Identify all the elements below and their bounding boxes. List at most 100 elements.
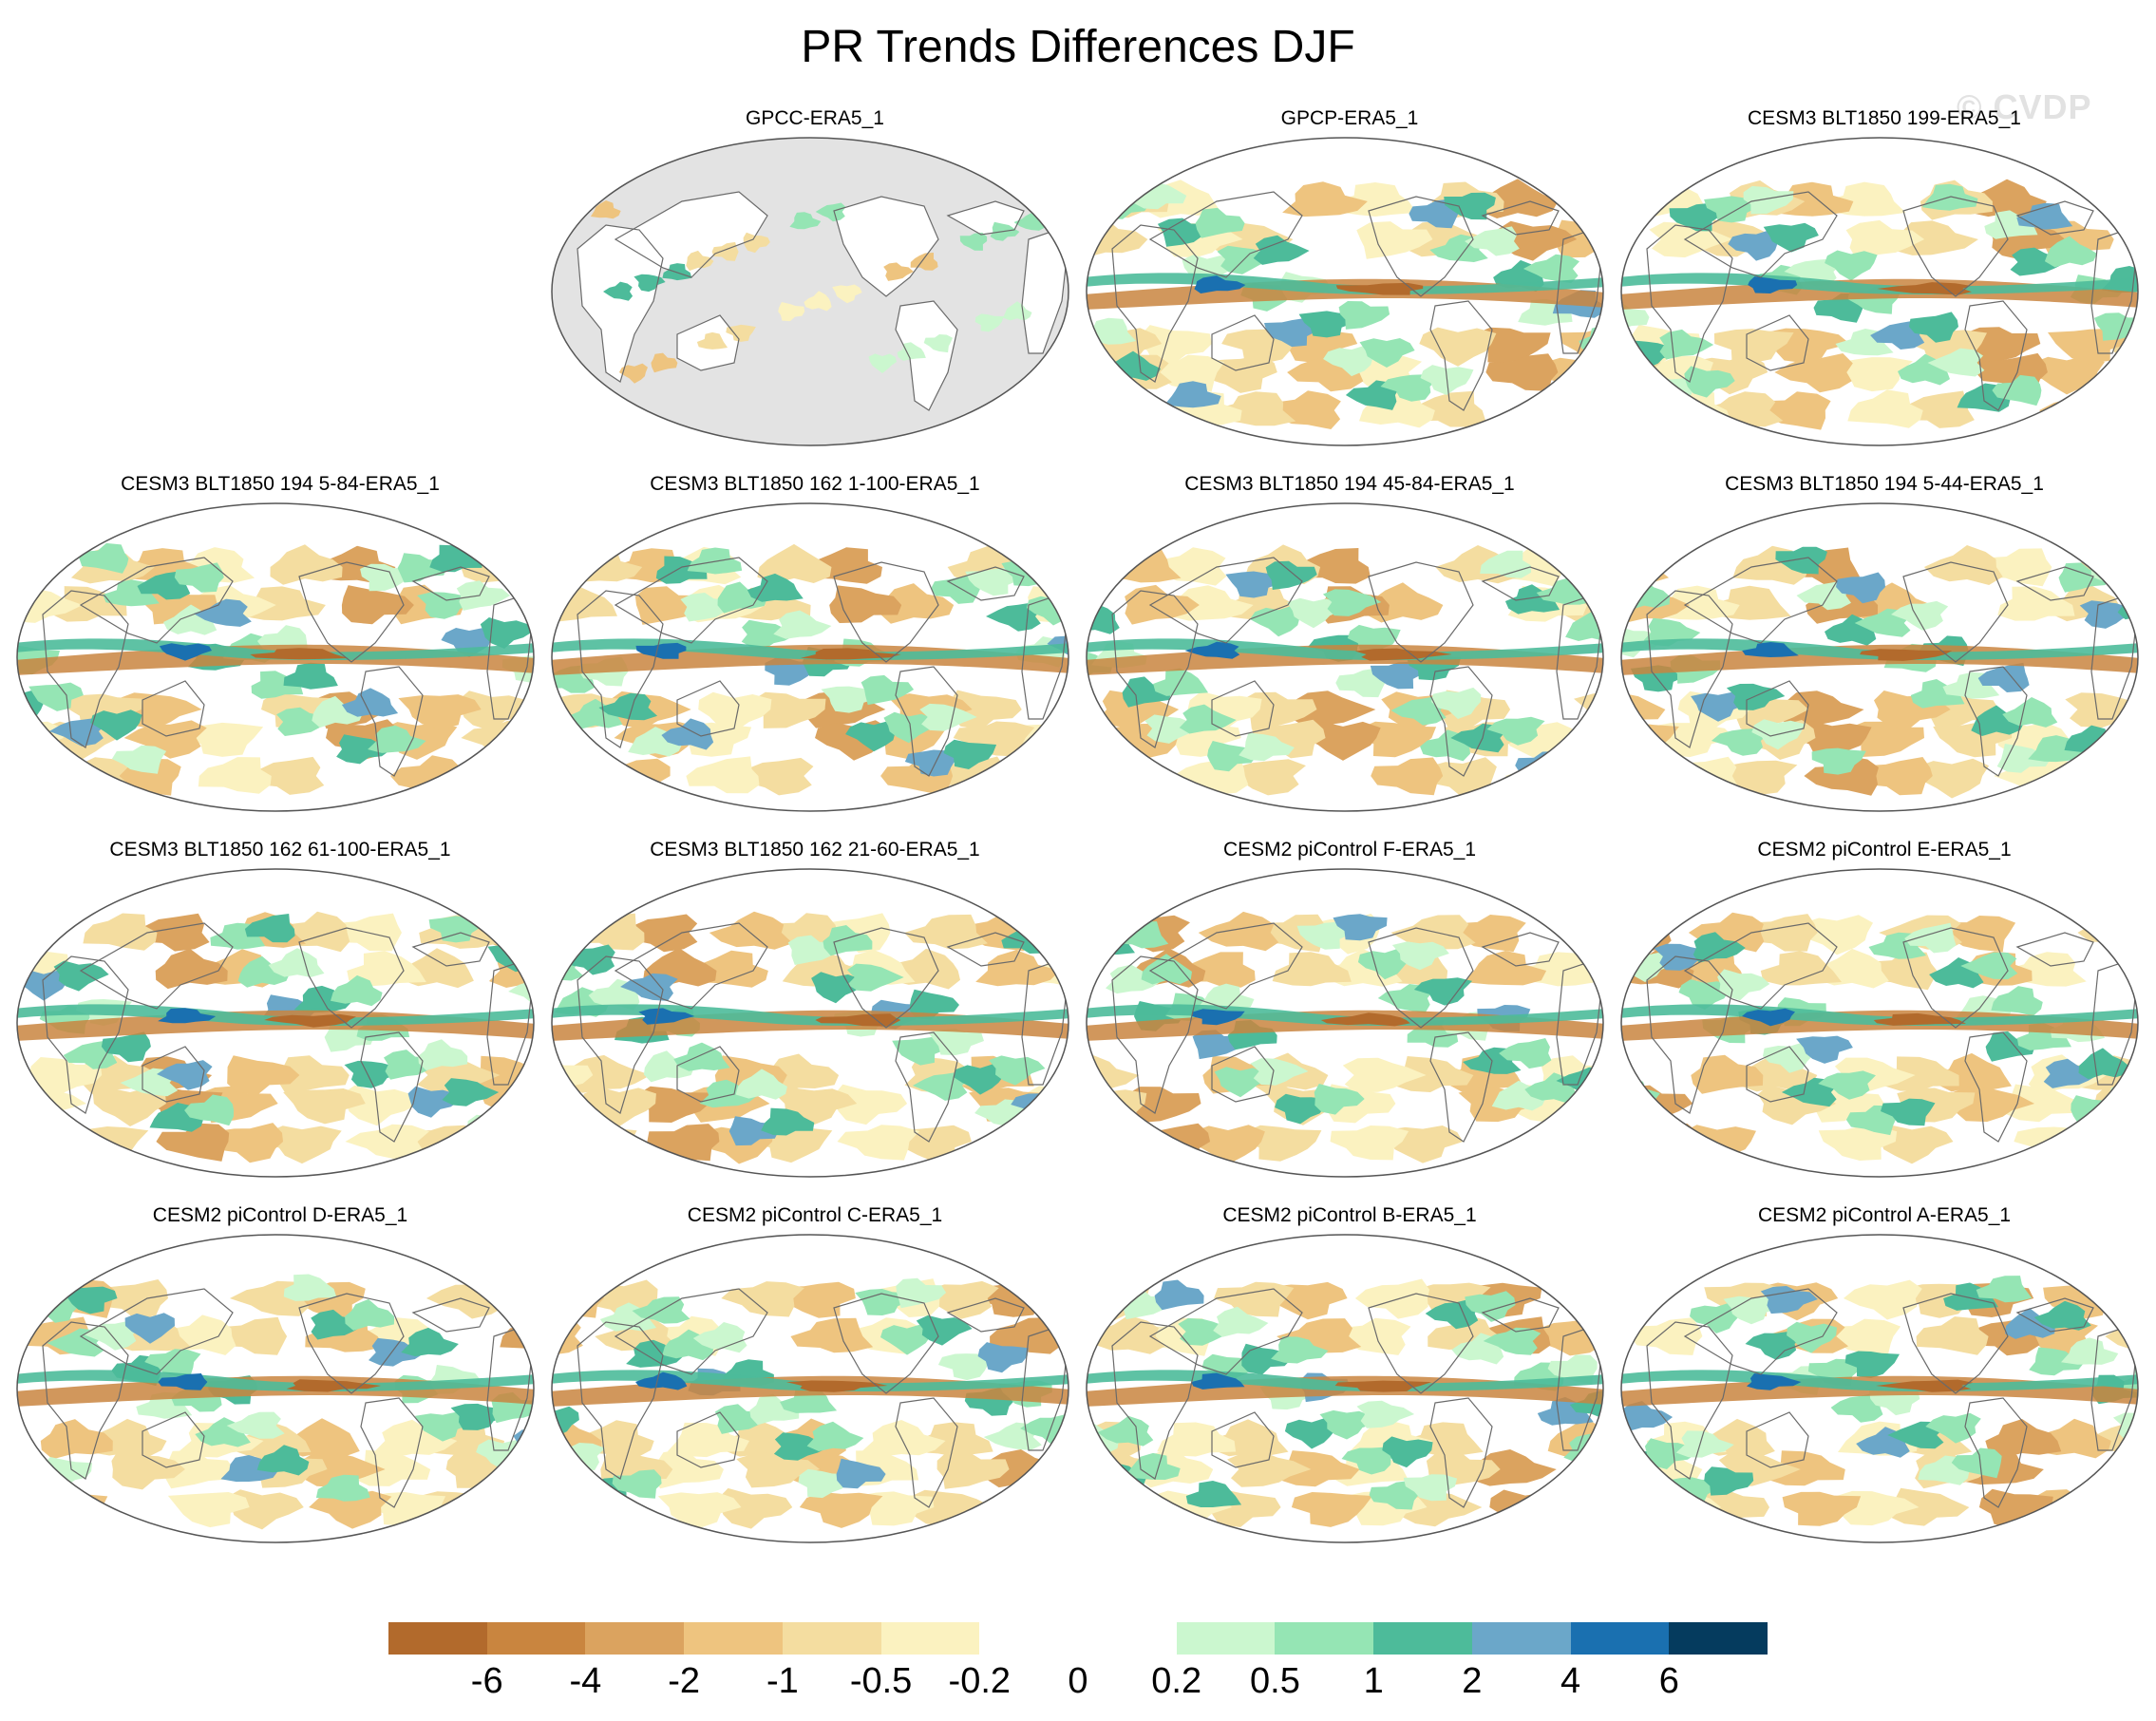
coastline <box>1746 1046 1809 1103</box>
precip-anomaly-patch <box>2010 247 2068 276</box>
robinson-map <box>1086 868 1604 1178</box>
precip-anomaly-patch <box>1227 1451 1312 1487</box>
coastline <box>1481 1297 1560 1333</box>
precip-anomaly-patch <box>1774 353 1853 393</box>
colorbar-tick-label: -1 <box>766 1661 799 1701</box>
precip-anomaly-patch <box>977 1342 1029 1373</box>
precip-anomaly-patch <box>111 1449 185 1490</box>
map-panel: CESM3 BLT1850 162 21-60-ERA5_1 <box>549 838 1081 1184</box>
coastline <box>1646 224 1733 383</box>
land-precip-patch <box>634 274 666 293</box>
precip-anomaly-patch <box>1521 1126 1603 1163</box>
land-precip-patch <box>883 262 914 281</box>
precip-field <box>1087 503 1603 811</box>
precip-field <box>552 869 1069 1177</box>
precip-anomaly-patch <box>1253 235 1310 265</box>
land-precip-patch <box>603 281 634 301</box>
coastline <box>1902 1293 2009 1394</box>
precip-anomaly-patch <box>1179 704 1237 734</box>
precip-anomaly-patch <box>1844 1351 1900 1378</box>
precip-anomaly-patch <box>1250 1058 1309 1086</box>
land-precip-patch <box>696 331 728 350</box>
precip-anomaly-patch <box>552 1280 604 1318</box>
precip-anomaly-patch <box>821 686 879 713</box>
precip-anomaly-patch <box>1690 1301 1740 1333</box>
coastline <box>577 224 664 383</box>
precip-anomaly-patch <box>1778 690 1864 727</box>
coastline <box>577 955 664 1114</box>
map-border <box>1620 137 2139 446</box>
coastline <box>1111 955 1199 1114</box>
map-panel: CESM3 BLT1850 199-ERA5_1 <box>1618 106 2150 453</box>
strong-wet-core <box>1746 1373 1802 1390</box>
coastline <box>2015 932 2094 967</box>
precip-anomaly-patch <box>96 1279 168 1319</box>
precip-field <box>1621 1235 2138 1542</box>
robinson-map <box>1620 137 2139 446</box>
equatorial-wet-band <box>1621 1370 2138 1391</box>
coastline <box>1211 1411 1275 1468</box>
precip-anomaly-patch <box>1124 1452 1181 1480</box>
colorbar-box <box>684 1622 783 1655</box>
precip-anomaly-patch <box>1000 1490 1069 1531</box>
coastline <box>1683 1288 1838 1375</box>
precip-anomaly-patch <box>2043 1058 2100 1088</box>
precip-anomaly-patch <box>1763 1041 1812 1073</box>
precip-field <box>552 1235 1069 1542</box>
equatorial-wet-band <box>1621 273 2138 294</box>
coastline <box>1111 1321 1199 1480</box>
precip-anomaly-patch <box>1087 390 1146 430</box>
coastline <box>676 314 740 371</box>
precip-anomaly-patch <box>626 1339 685 1368</box>
coastline <box>1148 1288 1303 1375</box>
coastline <box>614 191 768 278</box>
precip-anomaly-patch <box>2004 1084 2084 1123</box>
precip-anomaly-patch <box>2105 1315 2138 1356</box>
precip-anomaly-patch <box>211 1123 283 1163</box>
precip-anomaly-patch <box>407 1086 460 1118</box>
precip-anomaly-patch <box>692 1322 747 1353</box>
precip-anomaly-patch <box>1370 661 1423 690</box>
precip-anomaly-patch <box>1195 207 1245 238</box>
strong-dry-core <box>1335 282 1424 295</box>
coastline <box>1683 922 1838 1010</box>
colorbar-tick-label: -2 <box>668 1661 701 1701</box>
precip-anomaly-patch <box>311 1309 366 1340</box>
precip-anomaly-patch <box>1018 758 1069 793</box>
coastline <box>1964 300 2028 411</box>
colorbar-box <box>979 1622 1079 1655</box>
equatorial-wet-band <box>17 1370 534 1391</box>
coastline <box>79 1288 234 1375</box>
precip-anomaly-patch <box>1271 1336 1329 1364</box>
land-precip-patch <box>959 232 988 251</box>
precip-anomaly-patch <box>1333 914 1388 941</box>
robinson-map <box>1620 868 2139 1178</box>
precip-anomaly-patch <box>2090 554 2138 581</box>
precip-anomaly-patch <box>2005 1308 2056 1339</box>
precip-anomaly-patch <box>811 972 864 1004</box>
map-border <box>551 868 1069 1178</box>
map-panel: CESM2 piControl E-ERA5_1 <box>1618 838 2150 1184</box>
precip-anomaly-patch <box>1550 388 1603 427</box>
precip-anomaly-patch <box>156 1123 230 1162</box>
coastline <box>895 1031 958 1143</box>
precip-anomaly-patch <box>1157 1422 1237 1457</box>
precip-anomaly-patch <box>1633 1114 1683 1144</box>
precip-anomaly-patch <box>1586 1102 1603 1131</box>
precip-anomaly-patch <box>1164 381 1221 408</box>
coastline <box>577 590 664 748</box>
precip-anomaly-patch <box>1087 547 1128 582</box>
strong-dry-core <box>1873 1012 1966 1026</box>
precip-anomaly-patch <box>1976 1276 2033 1303</box>
coastline <box>1368 196 1474 297</box>
precip-anomaly-patch <box>714 1404 769 1434</box>
coastline <box>1902 561 2009 663</box>
precip-anomaly-patch <box>1031 1125 1069 1163</box>
precip-anomaly-patch <box>1649 221 1733 258</box>
precip-anomaly-patch <box>1338 301 1390 330</box>
robinson-map <box>1086 1234 1604 1543</box>
equatorial-wet-band <box>1621 638 2138 660</box>
robinson-map <box>1086 502 1604 812</box>
precip-anomaly-patch <box>1225 571 1282 598</box>
map-panel: CESM3 BLT1850 194 45-84-ERA5_1 <box>1084 472 1616 819</box>
